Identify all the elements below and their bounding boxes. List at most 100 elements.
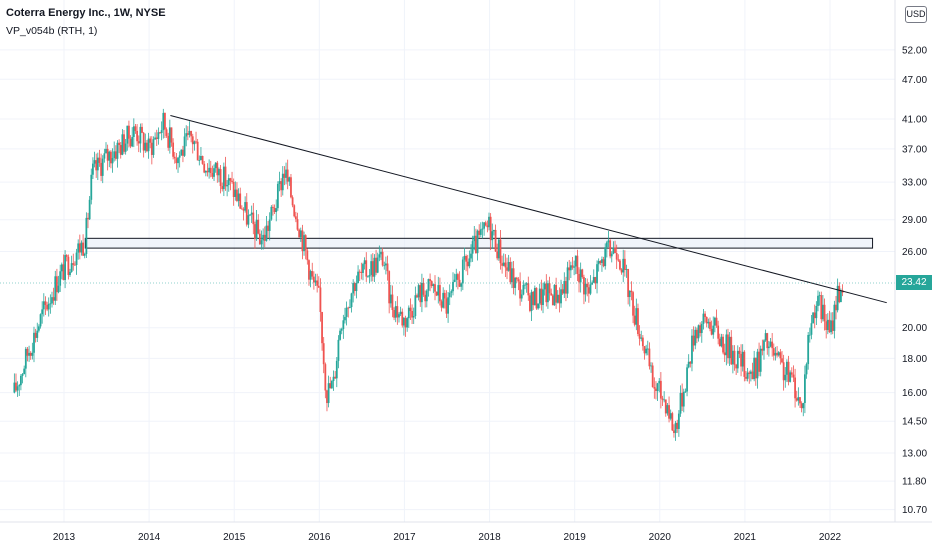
candle-body <box>201 155 204 164</box>
candle-body <box>273 207 276 212</box>
candle-body <box>769 341 772 347</box>
support-resistance-zone[interactable] <box>84 237 874 249</box>
candle-body <box>496 251 499 259</box>
price-tick-label: 14.50 <box>902 417 927 428</box>
candle-body <box>312 276 315 283</box>
candle-body <box>599 261 602 263</box>
candle-body <box>355 283 358 292</box>
candle-body <box>57 285 60 293</box>
candle-body <box>381 251 384 266</box>
candle-body <box>483 222 485 229</box>
zone-rectangle[interactable] <box>84 237 874 249</box>
candle-body <box>679 392 682 414</box>
candle-body <box>160 130 163 134</box>
candle-body <box>116 142 119 159</box>
candle-body <box>576 255 579 274</box>
candle-body <box>447 297 449 314</box>
candle-body <box>250 212 253 215</box>
candle-body <box>44 301 47 305</box>
candle-body <box>749 371 752 374</box>
candle-body <box>684 391 687 393</box>
candle-body <box>114 151 117 159</box>
candle-body <box>422 282 425 295</box>
candle-body <box>535 287 538 309</box>
currency-badge[interactable]: USD <box>905 6 927 23</box>
candle-body <box>288 177 291 182</box>
candle-body <box>240 208 243 210</box>
candle-body <box>155 137 158 139</box>
candle-body <box>489 216 492 241</box>
candle-body <box>229 178 232 181</box>
candle-body <box>293 205 296 217</box>
candle-body <box>519 281 522 299</box>
candle-body <box>34 332 37 338</box>
candle-body <box>753 357 756 380</box>
candle-body <box>784 374 787 381</box>
candle-body <box>380 251 382 255</box>
candle-body <box>542 289 544 306</box>
candle-body <box>643 346 646 354</box>
candle-body <box>100 162 102 176</box>
candle-body <box>646 348 649 350</box>
candle-body <box>326 390 328 404</box>
candle-body <box>465 255 467 262</box>
candle-body <box>47 303 50 310</box>
candle-body <box>168 127 171 148</box>
candle-body <box>350 293 353 308</box>
candle-body <box>592 277 595 283</box>
candle-body <box>172 142 175 157</box>
candle-body <box>54 276 57 301</box>
candle-body <box>756 351 759 379</box>
candle-body <box>285 169 287 178</box>
candle-body <box>515 277 518 280</box>
candle-body <box>414 295 417 316</box>
candle-body <box>532 291 535 306</box>
candle-body <box>182 149 184 156</box>
candle-body <box>497 239 500 259</box>
candle-body <box>494 229 497 252</box>
candle-body <box>718 338 721 347</box>
candle-body <box>93 160 96 164</box>
candle-body <box>18 385 21 387</box>
candle-body <box>488 216 490 228</box>
time-axis[interactable]: 2013 2014 2015 2016 2017 2018 2019 2020 2021 2022 <box>53 532 842 543</box>
candle-body <box>132 126 135 137</box>
indicator-label[interactable]: VP_v054b (RTH, 1) <box>6 25 98 37</box>
price-tick-label: 10.70 <box>902 505 927 516</box>
candle-body <box>267 225 269 231</box>
candle-body <box>128 125 130 139</box>
candle-body <box>648 348 651 367</box>
candle-body <box>767 346 770 349</box>
candle-body <box>139 126 142 144</box>
trendline-drawing[interactable] <box>170 114 887 304</box>
candle-body <box>581 269 584 278</box>
candle-body <box>175 158 178 164</box>
candle-body <box>723 352 726 356</box>
candle-body <box>610 253 613 257</box>
price-tick-label: 47.00 <box>902 75 927 86</box>
candle-body <box>186 133 189 135</box>
price-axis[interactable]: 52.00 47.00 41.00 37.00 33.00 29.00 26.00 20.00… <box>902 45 927 516</box>
candle-body <box>425 290 428 302</box>
candle-body <box>651 365 654 388</box>
candle-body <box>206 170 209 173</box>
trendline[interactable] <box>170 114 887 304</box>
candle-body <box>154 137 157 140</box>
symbol-title: Coterra Energy Inc., 1W, NYSE <box>6 7 166 19</box>
candle-body <box>335 360 338 379</box>
candle-body <box>193 141 196 145</box>
candle-body <box>705 317 708 324</box>
candle-body <box>303 235 305 252</box>
candle-body <box>468 258 471 267</box>
candle-body <box>46 304 48 310</box>
candle-body <box>573 266 576 268</box>
candle-body <box>59 271 62 286</box>
candle-body <box>694 329 697 346</box>
candle-body <box>710 328 713 335</box>
candle-body <box>787 361 790 382</box>
candle-body <box>727 334 729 359</box>
candle-body <box>80 242 83 253</box>
candle-body <box>150 142 153 155</box>
candle-body <box>722 336 724 353</box>
